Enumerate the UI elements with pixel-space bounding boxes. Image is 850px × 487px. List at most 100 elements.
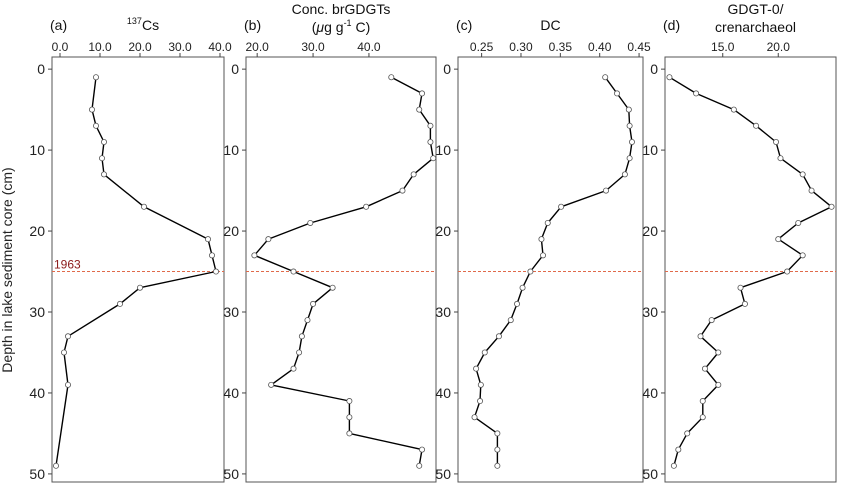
y-tick-label: 10 [642, 142, 658, 158]
data-point [212, 268, 219, 275]
data-point [666, 74, 673, 81]
data-point [416, 106, 423, 113]
data-point [399, 187, 406, 194]
data-point [675, 446, 682, 453]
y-tick-label: 50 [29, 466, 45, 482]
unit-superscript: -1 [344, 18, 352, 28]
y-tick-label: 50 [642, 466, 658, 482]
data-point [715, 381, 722, 388]
data-point [495, 333, 502, 340]
data-point [346, 398, 353, 405]
data-point [741, 300, 748, 307]
x-tick-label: 40.0 [208, 40, 232, 54]
data-point [290, 268, 297, 275]
panel-c: (c) DC 0.25 0.30 0.35 0.40 0.45 0 10 20 30 40 50 [435, 17, 651, 483]
y-tick-label: 30 [223, 304, 239, 320]
data-point [628, 138, 635, 145]
x-tick-label: 20.0 [245, 40, 269, 54]
panel-letter: (d) [663, 17, 680, 33]
data-point [621, 171, 628, 178]
data-point [625, 106, 632, 113]
data-point [477, 398, 484, 405]
y-tick-label: 20 [435, 223, 451, 239]
data-point [427, 138, 434, 145]
data-point [471, 414, 478, 421]
plot-frame [245, 56, 437, 483]
data-point [799, 252, 806, 259]
data-point [737, 284, 744, 291]
x-tick-label: 0.0 [52, 40, 69, 54]
data-point [304, 317, 311, 324]
data-point [89, 106, 96, 113]
y-axis-label: Depth in lake sediment core (cm) [0, 167, 15, 372]
unit-rest: C) [352, 19, 371, 35]
y-tick-label: 30 [435, 304, 451, 320]
data-point [65, 333, 72, 340]
y-tick-label: 0 [37, 61, 45, 77]
data-point [136, 284, 143, 291]
plot-frame [664, 56, 837, 483]
x-tick-label: 40.0 [357, 40, 381, 54]
data-point [777, 155, 784, 162]
x-tick-label: 0.45 [627, 40, 651, 54]
data-point [410, 171, 417, 178]
panel-title-line: crenarchaeol [715, 19, 796, 35]
series-line [55, 77, 217, 466]
data-point [140, 203, 147, 210]
data-point [93, 122, 100, 129]
y-tick-label: 40 [435, 385, 451, 401]
data-point [346, 414, 353, 421]
data-point [419, 446, 426, 453]
data-point [388, 74, 395, 81]
panel-title: Conc. brGDGTs [292, 1, 391, 17]
data-point [494, 430, 501, 437]
y-tick-label: 30 [29, 304, 45, 320]
panel-letter: (a) [50, 17, 67, 33]
data-point [346, 430, 353, 437]
data-point [544, 219, 551, 226]
y-tick-label: 20 [642, 223, 658, 239]
title-superscript: 137 [127, 16, 142, 26]
data-point [290, 365, 297, 372]
y-tick-label: 20 [223, 223, 239, 239]
panel-letter: (b) [244, 17, 261, 33]
x-tick-label: 10.0 [88, 40, 112, 54]
data-point [473, 365, 480, 372]
data-point [626, 122, 633, 129]
unit-g: g g [324, 19, 343, 35]
data-point [204, 236, 211, 243]
marker-label: 1963 [54, 258, 81, 272]
title-main: Cs [142, 17, 159, 33]
data-point [268, 381, 275, 388]
data-point [697, 333, 704, 340]
data-point [773, 138, 780, 145]
x-tick-label: 0.25 [470, 40, 494, 54]
y-tick-label: 40 [223, 385, 239, 401]
y-tick-label: 0 [443, 61, 451, 77]
data-point [93, 74, 100, 81]
y-tick-label: 0 [650, 61, 658, 77]
data-point [363, 203, 370, 210]
panels: (a) 137Cs 0.0 10.0 20.0 30.0 40.0 0 10 20 30 40 50 19… [29, 1, 837, 483]
data-point [507, 317, 514, 324]
data-point [715, 349, 722, 356]
panel-title: 137Cs [127, 16, 159, 33]
y-tick-label: 50 [435, 466, 451, 482]
data-point [65, 381, 72, 388]
data-point [310, 300, 317, 307]
data-point [808, 187, 815, 194]
data-point [708, 317, 715, 324]
data-point [430, 155, 437, 162]
y-tick-label: 40 [29, 385, 45, 401]
data-point [494, 446, 501, 453]
data-point [477, 381, 484, 388]
x-tick-label: 30.0 [168, 40, 192, 54]
data-point [101, 138, 108, 145]
x-tick-label: 0.35 [549, 40, 573, 54]
data-point [419, 90, 426, 97]
y-tick-label: 10 [435, 142, 451, 158]
x-tick-label: 20.0 [767, 40, 791, 54]
data-point [540, 252, 547, 259]
data-point [699, 398, 706, 405]
x-tick-label: 0.30 [509, 40, 533, 54]
